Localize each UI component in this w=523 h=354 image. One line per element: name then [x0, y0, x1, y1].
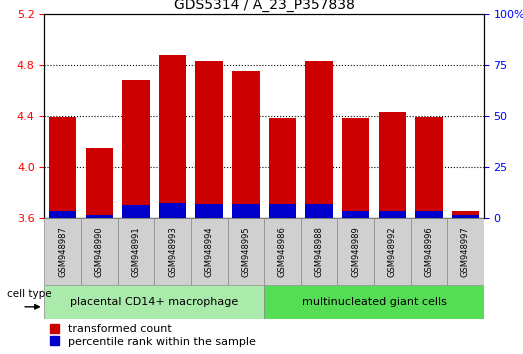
Text: GSM948993: GSM948993 — [168, 226, 177, 277]
Legend: transformed count, percentile rank within the sample: transformed count, percentile rank withi… — [50, 324, 256, 347]
Text: GSM948986: GSM948986 — [278, 226, 287, 277]
Bar — [411, 218, 447, 285]
Title: GDS5314 / A_23_P357838: GDS5314 / A_23_P357838 — [174, 0, 355, 12]
Text: GSM948995: GSM948995 — [241, 226, 251, 277]
Bar — [264, 218, 301, 285]
Bar — [232, 205, 259, 218]
Bar — [44, 285, 264, 319]
Bar — [342, 119, 369, 218]
Bar — [337, 218, 374, 285]
Bar — [118, 218, 154, 285]
Bar — [232, 72, 259, 218]
Bar — [196, 205, 223, 218]
Bar — [122, 80, 150, 218]
Bar — [269, 119, 296, 218]
Text: GSM948988: GSM948988 — [314, 226, 324, 277]
Text: GSM948994: GSM948994 — [204, 226, 214, 277]
Text: GSM948996: GSM948996 — [424, 226, 434, 277]
Text: GSM948989: GSM948989 — [351, 226, 360, 277]
Bar — [264, 285, 484, 319]
Text: placental CD14+ macrophage: placental CD14+ macrophage — [70, 297, 238, 307]
Bar — [81, 218, 118, 285]
Bar — [159, 204, 186, 218]
Bar — [269, 205, 296, 218]
Bar — [122, 205, 150, 218]
Bar — [379, 211, 406, 218]
Text: GSM948990: GSM948990 — [95, 226, 104, 277]
Bar — [452, 215, 479, 218]
Bar — [415, 211, 442, 218]
Text: cell type: cell type — [7, 289, 51, 299]
Bar — [49, 211, 76, 218]
Bar — [447, 218, 484, 285]
Bar — [191, 218, 228, 285]
Bar — [159, 55, 186, 218]
Bar — [154, 218, 191, 285]
Bar — [44, 218, 81, 285]
Bar — [379, 112, 406, 218]
Bar — [342, 211, 369, 218]
Bar — [228, 218, 264, 285]
Bar — [374, 218, 411, 285]
Text: GSM948997: GSM948997 — [461, 226, 470, 277]
Bar — [452, 211, 479, 218]
Bar — [301, 218, 337, 285]
Text: GSM948987: GSM948987 — [58, 226, 67, 277]
Bar — [196, 61, 223, 218]
Text: GSM948991: GSM948991 — [131, 226, 141, 277]
Bar — [86, 215, 113, 218]
Text: GSM948992: GSM948992 — [388, 226, 397, 277]
Bar — [415, 117, 442, 218]
Bar — [49, 117, 76, 218]
Bar — [305, 205, 333, 218]
Text: multinucleated giant cells: multinucleated giant cells — [301, 297, 447, 307]
Bar — [305, 61, 333, 218]
Bar — [86, 148, 113, 218]
